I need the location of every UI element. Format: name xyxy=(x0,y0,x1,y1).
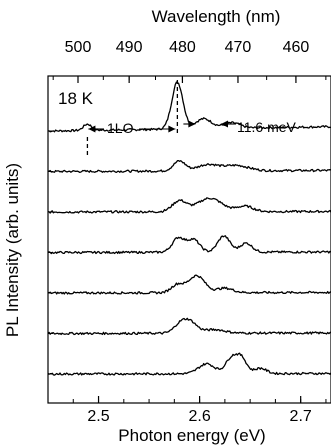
bottom-tick-label: 2.5 xyxy=(87,408,109,425)
width-arrow-right-head xyxy=(221,120,228,128)
lo-arrow-right-head xyxy=(168,125,176,133)
y-axis-title: PL Intensity (arb. units) xyxy=(3,163,22,337)
top-tick-label: 470 xyxy=(225,39,252,56)
top-tick-label: 490 xyxy=(116,39,143,56)
pl-spectrum xyxy=(47,159,331,173)
top-tick-label: 480 xyxy=(169,39,196,56)
pl-spectrum xyxy=(47,317,331,336)
lo-label: 1LO xyxy=(107,120,134,136)
plot-frame xyxy=(47,75,331,404)
x-axis-title: Photon energy (eV) xyxy=(118,426,265,445)
pl-spectrum xyxy=(47,197,331,214)
bottom-axis-ticks: 2.5 2.6 2.7 xyxy=(72,396,327,425)
top-axis-title: Wavelength (nm) xyxy=(152,7,281,26)
top-tick-label: 500 xyxy=(65,39,92,56)
pl-spectrum xyxy=(47,274,331,295)
bottom-tick-label: 2.6 xyxy=(188,408,210,425)
bottom-tick-label: 2.7 xyxy=(290,408,312,425)
lo-arrow-left-head xyxy=(88,125,96,133)
pl-spectrum xyxy=(47,352,331,376)
width-arrow-left-head xyxy=(188,120,196,128)
pl-spectrum xyxy=(47,235,331,255)
linewidth-label: 11.6 meV xyxy=(237,119,297,135)
top-tick-label: 460 xyxy=(283,39,310,56)
temperature-label: 18 K xyxy=(58,89,94,108)
top-axis-ticks: 500 490 480 470 460 xyxy=(52,39,327,83)
annotation-layer: 18 K 1LO 11.6 meV xyxy=(58,80,297,157)
